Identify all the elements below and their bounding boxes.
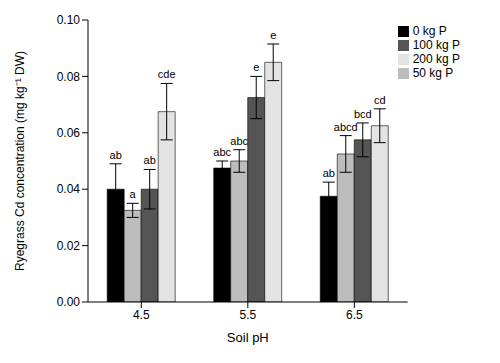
svg-text:0.06: 0.06 [57, 126, 81, 140]
svg-text:Soil pH: Soil pH [227, 330, 269, 345]
svg-text:cde: cde [158, 68, 176, 80]
svg-text:ab: ab [110, 149, 122, 161]
svg-text:0.10: 0.10 [57, 13, 81, 27]
svg-text:abc: abc [213, 146, 231, 158]
svg-text:abc: abc [230, 135, 248, 147]
html-text:0 kg P: 0 kg P [412, 24, 447, 38]
html-text:50 kg P: 50 kg P [412, 66, 454, 80]
svg-text:0.04: 0.04 [57, 182, 81, 196]
svg-text:e: e [270, 29, 276, 41]
svg-text:e: e [253, 61, 259, 73]
svg-text:4.5: 4.5 [133, 308, 150, 322]
svg-text:0.00: 0.00 [57, 295, 81, 309]
svg-text:0.02: 0.02 [57, 239, 81, 253]
html-text:200 kg P: 200 kg P [412, 52, 460, 66]
svg-text:0.08: 0.08 [57, 70, 81, 84]
svg-text:5.5: 5.5 [239, 308, 256, 322]
svg-text:a: a [130, 188, 137, 200]
svg-text:ab: ab [323, 167, 335, 179]
svg-text:abcd: abcd [334, 121, 358, 133]
svg-text:bcd: bcd [354, 108, 372, 120]
svg-text:ab: ab [144, 154, 156, 166]
svg-text:Ryegrass Cd concentration (mg: Ryegrass Cd concentration (mg kg⁻¹ DW) [13, 51, 27, 271]
html-text:100 kg P: 100 kg P [412, 38, 460, 52]
svg-text:cd: cd [374, 94, 386, 106]
svg-text:6.5: 6.5 [346, 308, 363, 322]
